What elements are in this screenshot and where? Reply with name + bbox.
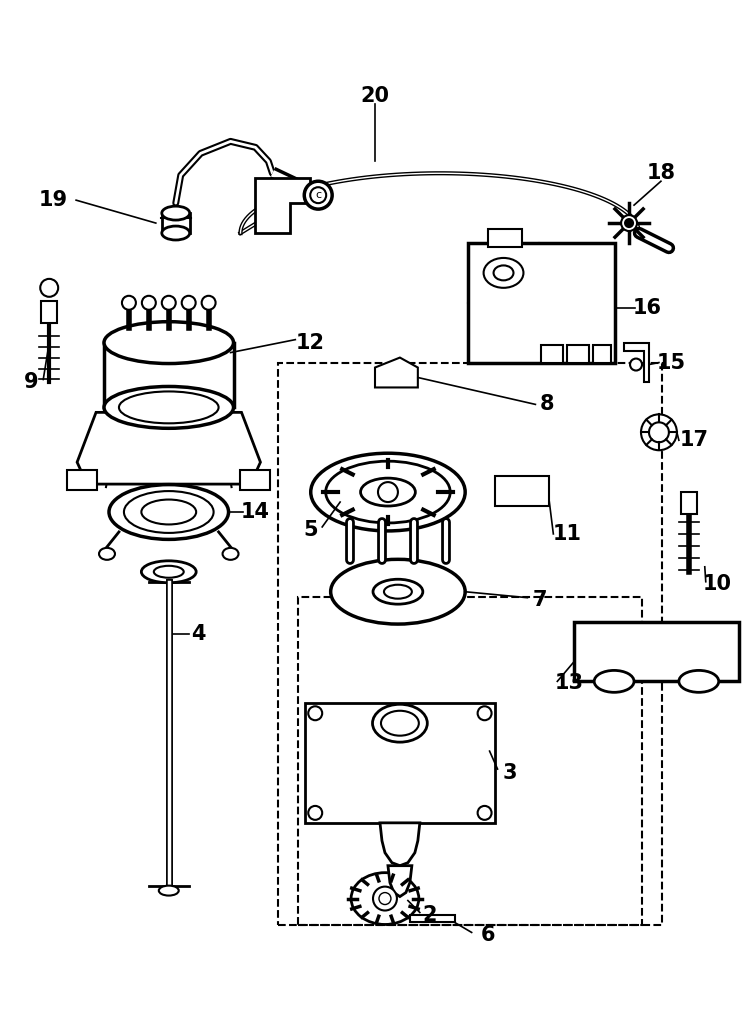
Text: 3: 3 — [503, 763, 517, 783]
Ellipse shape — [99, 548, 115, 560]
Circle shape — [625, 219, 633, 227]
Polygon shape — [68, 470, 97, 491]
Text: 16: 16 — [632, 297, 662, 318]
Text: 10: 10 — [702, 573, 731, 594]
Ellipse shape — [104, 386, 233, 428]
Bar — [574, 621, 739, 682]
Ellipse shape — [162, 206, 190, 220]
Ellipse shape — [109, 484, 229, 540]
Circle shape — [373, 887, 397, 911]
Ellipse shape — [124, 492, 214, 532]
Circle shape — [122, 295, 136, 310]
Ellipse shape — [310, 453, 465, 530]
Circle shape — [310, 187, 326, 203]
Circle shape — [308, 706, 322, 721]
Ellipse shape — [141, 561, 196, 583]
Circle shape — [649, 422, 669, 443]
Ellipse shape — [141, 500, 196, 524]
Circle shape — [182, 295, 196, 310]
Bar — [468, 243, 615, 363]
Text: 20: 20 — [361, 86, 389, 105]
Bar — [298, 597, 642, 926]
Polygon shape — [77, 412, 260, 484]
Ellipse shape — [223, 548, 238, 560]
Text: 6: 6 — [480, 926, 495, 945]
Bar — [41, 300, 57, 323]
Text: 17: 17 — [680, 430, 708, 451]
Text: 4: 4 — [191, 623, 206, 644]
Circle shape — [621, 215, 637, 231]
Bar — [488, 229, 523, 247]
Text: 5: 5 — [303, 520, 317, 540]
Circle shape — [630, 359, 642, 371]
Ellipse shape — [494, 266, 514, 280]
Text: 13: 13 — [555, 673, 584, 693]
Ellipse shape — [373, 579, 423, 604]
Circle shape — [641, 414, 677, 451]
Polygon shape — [375, 358, 418, 387]
Text: 19: 19 — [39, 190, 68, 211]
Ellipse shape — [594, 670, 634, 692]
Ellipse shape — [373, 704, 427, 742]
Ellipse shape — [381, 710, 419, 736]
Circle shape — [378, 482, 398, 502]
Bar — [681, 492, 697, 514]
Bar — [542, 344, 563, 363]
Ellipse shape — [104, 322, 233, 364]
Ellipse shape — [484, 258, 524, 288]
Ellipse shape — [351, 873, 418, 925]
Ellipse shape — [361, 478, 416, 506]
Bar — [305, 703, 494, 823]
Bar — [494, 476, 549, 506]
Circle shape — [478, 806, 491, 820]
Circle shape — [162, 295, 176, 310]
Bar — [278, 363, 662, 926]
Circle shape — [40, 279, 58, 296]
Text: 7: 7 — [532, 590, 547, 610]
Ellipse shape — [331, 559, 465, 624]
Bar — [410, 915, 454, 923]
Circle shape — [478, 706, 491, 721]
Circle shape — [202, 295, 215, 310]
Bar — [567, 344, 590, 363]
Ellipse shape — [154, 566, 184, 577]
Ellipse shape — [679, 670, 718, 692]
Circle shape — [142, 295, 156, 310]
Text: 11: 11 — [553, 524, 582, 544]
Circle shape — [304, 181, 332, 210]
Text: 9: 9 — [24, 372, 38, 392]
Polygon shape — [241, 470, 271, 491]
Circle shape — [308, 806, 322, 820]
Ellipse shape — [326, 461, 450, 523]
Ellipse shape — [162, 226, 190, 240]
Polygon shape — [388, 866, 412, 896]
Polygon shape — [256, 178, 310, 233]
Polygon shape — [380, 823, 420, 866]
Text: c: c — [315, 190, 321, 200]
Text: 12: 12 — [296, 332, 325, 353]
Ellipse shape — [119, 391, 218, 423]
Bar — [593, 344, 611, 363]
Ellipse shape — [159, 886, 178, 895]
Text: 2: 2 — [422, 905, 437, 926]
Text: 8: 8 — [540, 394, 554, 414]
Text: 14: 14 — [241, 502, 270, 522]
Ellipse shape — [384, 585, 412, 599]
Text: 15: 15 — [656, 353, 686, 373]
Polygon shape — [624, 342, 649, 382]
Circle shape — [379, 892, 391, 904]
Text: 18: 18 — [646, 164, 676, 183]
